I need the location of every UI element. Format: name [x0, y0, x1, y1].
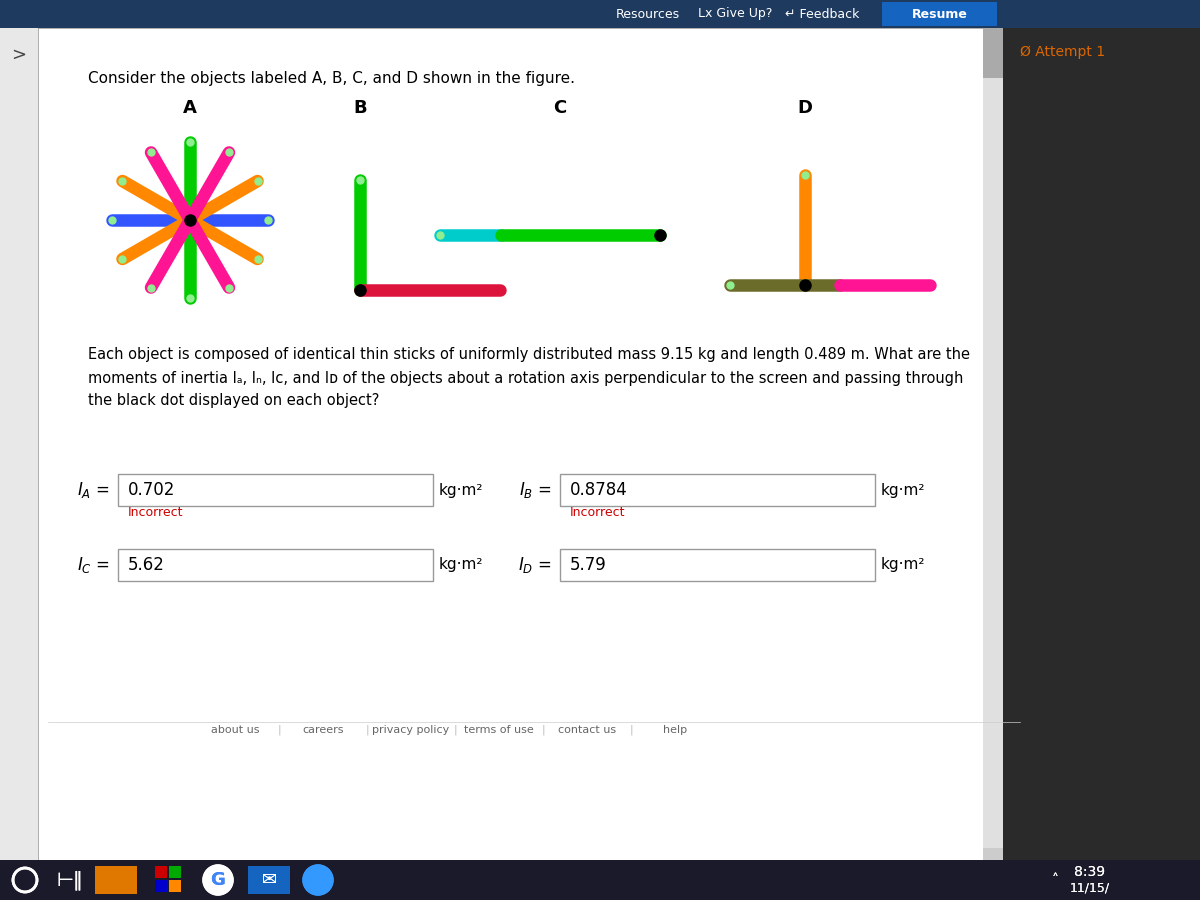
Text: |: |	[454, 724, 457, 735]
Text: Each object is composed of identical thin sticks of uniformly distributed mass 9: Each object is composed of identical thi…	[88, 347, 970, 363]
Text: ✉: ✉	[262, 871, 276, 889]
Bar	[560, 549, 875, 581]
Circle shape	[302, 865, 334, 895]
Text: kg·m²: kg·m²	[881, 482, 925, 498]
Text: kg·m²: kg·m²	[881, 557, 925, 572]
Circle shape	[203, 865, 233, 895]
Bar	[169, 880, 181, 892]
Bar	[169, 880, 181, 892]
Text: help: help	[662, 725, 688, 735]
Text: $I_A$ =: $I_A$ =	[77, 480, 110, 500]
Bar	[248, 866, 290, 894]
Text: ˄: ˄	[1051, 873, 1058, 887]
Text: ⊢‖: ⊢‖	[56, 870, 83, 890]
Text: 11/15/: 11/15/	[1070, 881, 1110, 895]
Text: Resume: Resume	[912, 7, 968, 21]
Text: $I_C$ =: $I_C$ =	[77, 555, 110, 575]
Text: ˄: ˄	[1051, 873, 1058, 887]
Text: A: A	[184, 99, 197, 117]
Circle shape	[302, 865, 334, 895]
Bar	[0, 28, 38, 860]
Text: 8:39: 8:39	[1074, 865, 1105, 879]
Text: kg·m²: kg·m²	[439, 482, 484, 498]
Text: |: |	[365, 724, 368, 735]
Bar	[983, 28, 1003, 860]
Text: the black dot displayed on each object?: the black dot displayed on each object?	[88, 393, 379, 409]
Text: ✉: ✉	[262, 871, 276, 889]
Bar	[169, 866, 181, 878]
Text: ↵ Feedback: ↵ Feedback	[785, 7, 859, 21]
Bar	[155, 880, 167, 892]
Text: privacy policy: privacy policy	[372, 725, 450, 735]
Text: |: |	[277, 724, 281, 735]
Text: moments of inertia Iₐ, Iₙ, Iᴄ, and Iᴅ of the objects about a rotation axis perpe: moments of inertia Iₐ, Iₙ, Iᴄ, and Iᴅ of…	[88, 371, 964, 385]
Bar	[118, 474, 433, 506]
Text: C: C	[553, 99, 566, 117]
Text: about us: about us	[211, 725, 259, 735]
Bar	[0, 860, 1200, 900]
Text: $I_D$ =: $I_D$ =	[518, 555, 552, 575]
Text: Lx Give Up?: Lx Give Up?	[698, 7, 772, 21]
Text: 5.79: 5.79	[570, 556, 607, 574]
Bar	[0, 860, 1200, 900]
Text: careers: careers	[302, 725, 343, 735]
Text: contact us: contact us	[558, 725, 616, 735]
Text: |: |	[541, 724, 545, 735]
Bar	[983, 848, 1003, 860]
Bar	[95, 866, 137, 894]
Bar	[118, 549, 433, 581]
Bar	[983, 28, 1003, 78]
Text: 0.8784: 0.8784	[570, 481, 628, 499]
Text: $I_B$ =: $I_B$ =	[520, 480, 552, 500]
Bar	[882, 2, 997, 26]
Bar	[169, 866, 181, 878]
Circle shape	[203, 865, 233, 895]
Bar	[155, 866, 167, 878]
Text: 8:39: 8:39	[1074, 865, 1105, 879]
Text: G: G	[210, 871, 226, 889]
Bar	[155, 880, 167, 892]
Text: Incorrect: Incorrect	[128, 506, 184, 518]
Bar	[560, 474, 875, 506]
Text: 5.62: 5.62	[128, 556, 164, 574]
Text: Resources: Resources	[616, 7, 680, 21]
Bar	[0, 860, 1200, 900]
Text: >: >	[12, 46, 26, 64]
Text: Consider the objects labeled A, B, C, and D shown in the figure.: Consider the objects labeled A, B, C, an…	[88, 70, 575, 86]
Text: Ø Attempt 1: Ø Attempt 1	[1020, 45, 1105, 59]
Text: ⊢‖: ⊢‖	[56, 870, 83, 890]
Bar	[0, 0, 1200, 28]
Bar	[38, 28, 983, 860]
Text: 11/15/: 11/15/	[1070, 881, 1110, 895]
Bar	[95, 866, 137, 894]
Text: B: B	[353, 99, 367, 117]
Text: G: G	[210, 871, 226, 889]
Bar	[248, 866, 290, 894]
Text: kg·m²: kg·m²	[439, 557, 484, 572]
Text: terms of use: terms of use	[464, 725, 534, 735]
Text: Incorrect: Incorrect	[570, 506, 625, 518]
Text: 0.702: 0.702	[128, 481, 175, 499]
Bar	[155, 866, 167, 878]
Text: D: D	[798, 99, 812, 117]
Text: |: |	[629, 724, 632, 735]
